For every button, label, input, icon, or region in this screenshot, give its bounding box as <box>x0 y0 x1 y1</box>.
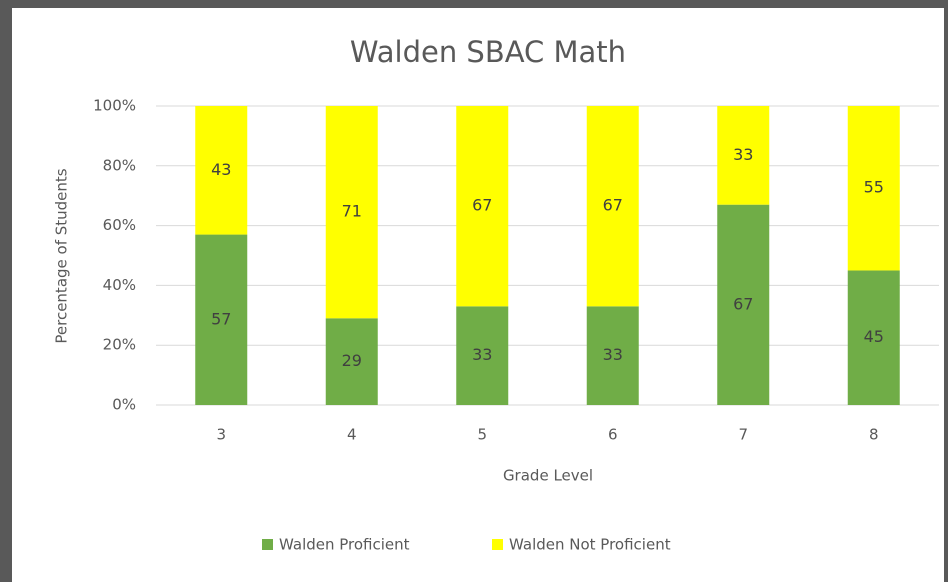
x-tick-label: 7 <box>738 426 748 444</box>
y-tick-label: 20% <box>103 336 136 354</box>
x-tick-label: 8 <box>869 426 879 444</box>
bar-segment <box>195 234 248 405</box>
y-tick-label: 80% <box>103 156 136 174</box>
x-tick-label: 4 <box>347 426 357 444</box>
data-label: 45 <box>864 327 884 346</box>
y-tick-label: 40% <box>103 276 136 294</box>
legend-swatch <box>262 539 273 550</box>
x-tick-label: 6 <box>608 426 618 444</box>
data-label: 29 <box>342 351 362 370</box>
bar-segment <box>586 106 639 307</box>
y-tick-label: 60% <box>103 216 136 234</box>
data-label: 43 <box>211 160 231 179</box>
bar-segment <box>325 106 378 319</box>
legend-label: Walden Not Proficient <box>509 536 671 554</box>
data-label: 33 <box>603 345 623 364</box>
data-label: 71 <box>342 202 362 221</box>
bar-segment <box>325 318 378 405</box>
bar-segment <box>717 106 770 205</box>
data-label: 33 <box>472 345 492 364</box>
x-tick-label: 5 <box>477 426 487 444</box>
data-label: 67 <box>733 294 753 313</box>
bar-segment <box>847 270 900 405</box>
y-tick-label: 0% <box>112 396 136 414</box>
x-tick-label: 3 <box>216 426 226 444</box>
bar-segment <box>456 306 509 405</box>
data-label: 57 <box>211 309 231 328</box>
y-axis-label: Percentage of Students <box>53 168 71 343</box>
bar-segment <box>847 106 900 271</box>
x-axis-label: Grade Level <box>503 467 593 485</box>
chart-title: Walden SBAC Math <box>350 35 626 69</box>
legend-label: Walden Proficient <box>279 536 410 554</box>
y-tick-label: 100% <box>93 97 136 115</box>
data-label: 67 <box>472 196 492 215</box>
bar-segment <box>717 204 770 405</box>
data-label: 55 <box>864 178 884 197</box>
data-label: 67 <box>603 196 623 215</box>
bar-segment <box>586 306 639 405</box>
bar-segment <box>195 106 248 235</box>
bar-segment <box>456 106 509 307</box>
legend-swatch <box>492 539 503 550</box>
data-label: 33 <box>733 145 753 164</box>
